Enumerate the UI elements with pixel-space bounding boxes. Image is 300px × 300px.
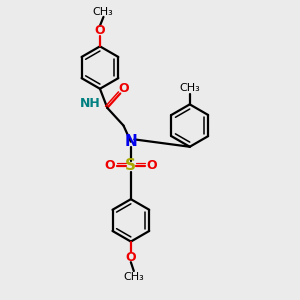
- Text: O: O: [147, 159, 158, 172]
- Text: O: O: [94, 24, 105, 37]
- Text: S: S: [125, 158, 136, 173]
- Text: CH₃: CH₃: [179, 83, 200, 93]
- Text: O: O: [118, 82, 129, 95]
- Text: CH₃: CH₃: [123, 272, 144, 282]
- Text: N: N: [124, 134, 137, 149]
- Text: CH₃: CH₃: [92, 7, 113, 16]
- Text: O: O: [104, 159, 115, 172]
- Text: O: O: [125, 251, 136, 264]
- Text: NH: NH: [80, 97, 101, 110]
